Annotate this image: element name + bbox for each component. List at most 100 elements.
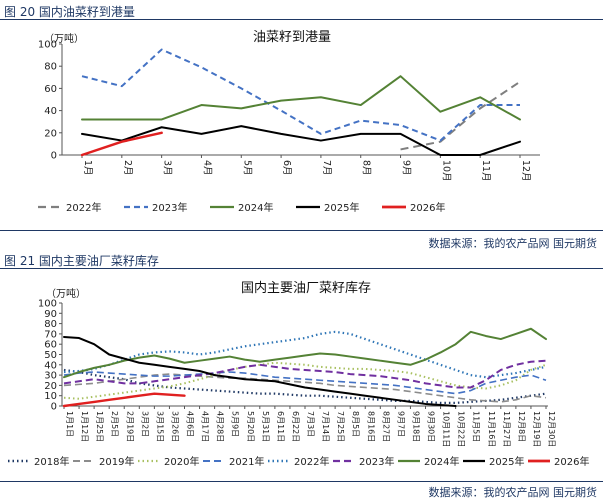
series-line-2026年 <box>80 131 163 157</box>
y-tick-label: 100 <box>38 299 57 310</box>
x-tick-label: 3月15日 <box>155 411 164 442</box>
y-tick-label: 40 <box>44 106 57 117</box>
x-tick-label: 1月 <box>82 160 93 176</box>
legend-label: 2019年 <box>99 455 134 468</box>
x-tick-label: 12月30日 <box>547 411 556 447</box>
y-tick-label: 20 <box>44 128 57 139</box>
legend-label: 2023年 <box>152 201 187 214</box>
series-line-2024年 <box>81 75 521 121</box>
y-tick-label: 0 <box>51 151 57 162</box>
x-tick-label: 6月22日 <box>291 411 300 442</box>
x-tick-label: 2月 <box>122 160 133 176</box>
arrivals-line-chart: 油菜籽到港量 （万吨） 0 20 40 60 80 100 1月 2月 3月 4月 5月 6月 7月 8月 9月… <box>38 30 540 214</box>
series-line-2026年 <box>62 392 186 408</box>
legend-label: 2026年 <box>554 455 589 468</box>
y-tick-label: 60 <box>44 84 57 95</box>
x-tick-label: 7月3日 <box>306 411 315 437</box>
legend-label: 2024年 <box>238 201 273 214</box>
x-tick-label: 2月5日 <box>110 411 119 437</box>
x-tick-label: 12月 <box>520 160 531 182</box>
figure-20-top-rule <box>0 19 603 20</box>
x-tick-label: 9月 <box>401 160 412 176</box>
figure-21-source: 数据来源：我的农产品网 国元期货 <box>428 486 598 499</box>
x-tick-label: 5月31日 <box>261 411 270 442</box>
x-tick-label: 1月25日 <box>95 411 104 442</box>
figure-20-bottom-rule <box>0 230 603 231</box>
y-tick-label: 70 <box>44 329 57 340</box>
x-tick-label: 8月27日 <box>381 411 390 442</box>
x-tick-label: 4月28日 <box>216 411 225 442</box>
y-tick-label: 80 <box>44 319 57 330</box>
x-tick-label: 1月12日 <box>80 411 89 442</box>
legend-label: 2023年 <box>359 455 394 468</box>
figure-20-title: 图 20 国内油菜籽到港量 <box>4 5 135 19</box>
x-tick-label: 5月20日 <box>246 411 255 442</box>
y-tick-label: 90 <box>44 309 57 320</box>
y-axis-unit: （万吨） <box>46 287 86 300</box>
x-tick-label: 1月1日 <box>65 411 74 437</box>
x-tick-label: 6月11日 <box>276 411 285 442</box>
x-tick-label: 4月6日 <box>186 411 195 437</box>
series-line-2023年 <box>81 48 520 142</box>
figure-20-source: 数据来源：我的农产品网 国元期货 <box>428 237 598 250</box>
x-tick-label: 7月 <box>321 160 332 176</box>
chart-title: 国内主要油厂菜籽库存 <box>241 280 371 296</box>
x-tick-label: 11月 <box>480 160 491 182</box>
x-tick-label: 8月 <box>361 160 372 176</box>
x-tick-label: 9月30日 <box>427 411 436 442</box>
legend-label: 2024年 <box>424 455 459 468</box>
legend-label: 2025年 <box>489 455 524 468</box>
x-tick-label: 10月22日 <box>457 411 466 447</box>
y-tick-label: 50 <box>44 350 57 361</box>
y-tick-label: 20 <box>44 381 57 392</box>
figure-20-section: 图 20 国内油菜籽到港量 油菜籽到港量 （万吨） 0 20 40 60 80 100 1月 2月… <box>0 5 603 250</box>
y-tick-label: 30 <box>44 371 57 382</box>
x-tick-label: 4月 <box>201 160 212 176</box>
legend-label: 2020年 <box>164 455 199 468</box>
figure-21-top-rule <box>0 268 603 269</box>
series-line-2020年 <box>63 361 547 400</box>
y-axis-unit: （万吨） <box>44 32 84 45</box>
x-tick-label: 11月16日 <box>487 411 496 447</box>
x-tick-label: 12月19日 <box>532 411 541 447</box>
figure-21-section: 图 21 国内主要油厂菜籽库存 国内主要油厂菜籽库存 （万吨） 0 10 20 30 40 5… <box>0 250 603 500</box>
y-tick-label: 60 <box>44 340 57 351</box>
x-tick-label: 10月 <box>440 160 451 182</box>
x-tick-label: 12月8日 <box>517 411 526 442</box>
y-tick-label: 100 <box>38 40 57 51</box>
series-line-2018年 <box>63 368 547 405</box>
legend-label: 2022年 <box>66 201 101 214</box>
legend-label: 2025年 <box>324 201 359 214</box>
series-line-2023年 <box>63 359 547 389</box>
x-tick-label: 9月18日 <box>411 411 420 442</box>
legend-label: 2026年 <box>410 201 445 214</box>
y-tick-label: 0 <box>51 402 57 413</box>
x-tick-label: 7月25日 <box>336 411 345 442</box>
x-tick-label: 9月7日 <box>396 411 405 437</box>
x-tick-label: 8月16日 <box>366 411 375 442</box>
figure-21-bottom-rule <box>0 481 603 482</box>
series-line-2021年 <box>63 371 547 395</box>
x-tick-label: 5月 <box>241 160 252 176</box>
legend-label: 2018年 <box>34 455 69 468</box>
series-line-2025年 <box>81 125 521 156</box>
legend-label: 2021年 <box>229 455 264 468</box>
legend-label: 2022年 <box>294 455 329 468</box>
x-tick-label: 3月 <box>162 160 173 176</box>
chart-title: 油菜籽到港量 <box>253 30 331 45</box>
series-line-2024年 <box>63 327 547 379</box>
series-line-2025年 <box>63 335 457 407</box>
series-line-2019年 <box>63 373 547 403</box>
x-tick-label: 5月9日 <box>231 411 240 437</box>
x-tick-label: 3月26日 <box>170 411 179 442</box>
x-tick-label: 2月19日 <box>125 411 134 442</box>
y-tick-label: 80 <box>44 62 57 73</box>
x-tick-label: 10月11日 <box>442 411 451 447</box>
x-tick-label: 11月5日 <box>472 411 481 442</box>
x-tick-label: 7月14日 <box>321 411 330 442</box>
y-tick-label: 10 <box>44 391 57 402</box>
x-tick-label: 11月27日 <box>502 411 511 447</box>
x-tick-label: 6月 <box>281 160 292 176</box>
x-tick-label: 8月5日 <box>351 411 360 437</box>
